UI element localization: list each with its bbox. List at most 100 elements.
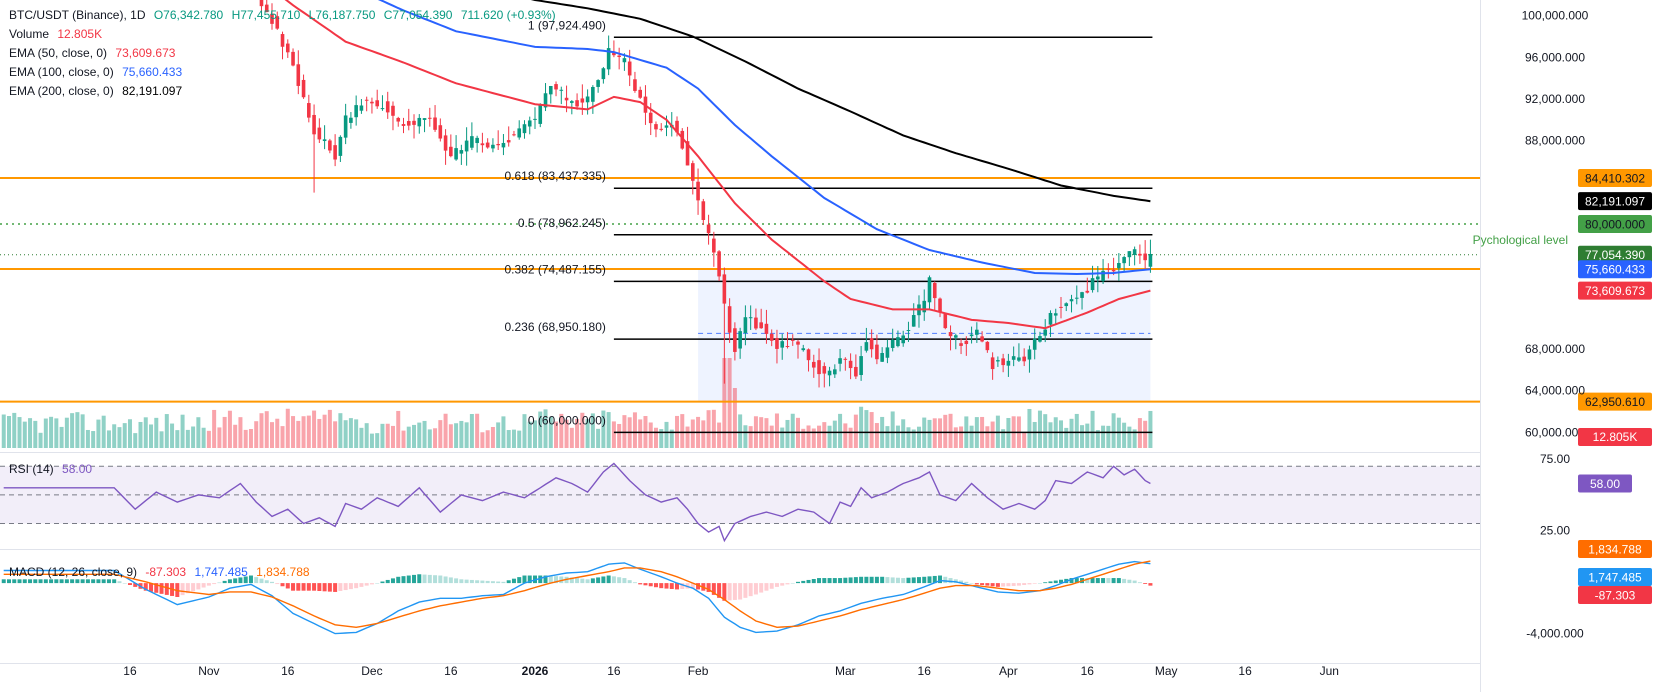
candle-body <box>675 120 679 133</box>
candle-body <box>943 313 948 329</box>
legend-ema50-row[interactable]: EMA (50, close, 0) 73,609.673 <box>9 45 180 61</box>
volume-bar <box>206 430 211 448</box>
volume-bar <box>506 430 511 448</box>
volume-bar <box>548 416 553 448</box>
candle-body <box>470 136 474 148</box>
volume-bar <box>175 430 180 448</box>
ema200-label: EMA (200, close, 0) <box>9 84 114 98</box>
macd-hist-bar <box>122 583 127 584</box>
volume-bar <box>869 412 874 448</box>
volume-bar <box>101 415 106 448</box>
volume-bar <box>811 428 816 448</box>
symbol-title[interactable]: BTC/USDT (Binance), 1D <box>9 8 146 22</box>
candle-body <box>527 120 532 127</box>
legend-ema100-row[interactable]: EMA (100, close, 0) 75,660.433 <box>9 64 187 80</box>
volume-bar <box>701 420 706 448</box>
macd-hist-bar <box>1106 578 1111 584</box>
candle-body <box>685 141 690 166</box>
volume-bar <box>212 409 217 448</box>
macd-hist-bar <box>780 583 785 586</box>
volume-bar <box>17 417 22 448</box>
macd-legend[interactable]: MACD (12, 26, close, 9) -87.303 1,747.48… <box>9 565 315 579</box>
macd-hist-bar <box>575 578 580 584</box>
volume-bar <box>722 358 727 448</box>
ema200-badge-text: 82,191.097 <box>1585 195 1645 209</box>
volume-bar <box>222 416 227 448</box>
macd-hist-bar <box>969 583 974 584</box>
macd-hist-bar <box>1043 582 1048 584</box>
volume-bar <box>511 429 516 448</box>
candle-body <box>1148 253 1153 267</box>
volume-bar <box>501 416 506 448</box>
candle-body <box>380 108 385 110</box>
macd-hist-bar <box>438 575 443 584</box>
macd-hist-bar <box>648 583 653 587</box>
macd-hist-bar <box>774 583 779 587</box>
volume-bar <box>291 416 296 448</box>
candle-body <box>1038 336 1042 342</box>
candle-body <box>1117 262 1121 269</box>
macd-hist-bar <box>490 581 495 584</box>
candle-body <box>712 238 716 253</box>
macd-hist-bar <box>838 578 843 584</box>
macd-hist-bar <box>974 583 979 585</box>
candle-body <box>1074 297 1079 299</box>
candle-body <box>596 80 600 87</box>
candle-body <box>585 96 590 103</box>
volume-bar <box>49 416 54 448</box>
volume-bar <box>306 415 311 448</box>
macd-hist-bar <box>596 577 601 584</box>
legend-volume-row[interactable]: Volume 12.805K <box>9 26 107 42</box>
price-axis-tick: 92,000.000 <box>1525 92 1585 106</box>
macd-hist-bar <box>264 580 269 584</box>
macd-hist-bar <box>212 583 217 585</box>
candle-body <box>785 345 790 347</box>
macd-hist-bar <box>96 579 101 584</box>
candle-body <box>696 181 700 201</box>
candle-body <box>706 224 711 234</box>
volume-bar <box>1048 422 1053 448</box>
candle-body <box>743 317 748 334</box>
time-axis-tick: Nov <box>198 664 219 678</box>
rsi-badge-text: 58.00 <box>1590 477 1620 491</box>
candle-body <box>733 328 737 352</box>
legend-ema200-row[interactable]: EMA (200, close, 0) 82,191.097 <box>9 83 187 99</box>
volume-bar <box>864 410 869 448</box>
volume-bar <box>385 423 390 448</box>
candle-body <box>948 332 953 337</box>
macd-hist-bar <box>17 579 22 584</box>
macd-hist-bar <box>1016 583 1021 586</box>
volume-bar <box>133 433 138 448</box>
macd-hist-bar <box>106 579 111 584</box>
volume-bar <box>622 415 627 448</box>
macd-hist-bar <box>911 577 916 584</box>
macd-hist-bar <box>390 578 395 584</box>
time-axis-tick: Mar <box>835 664 856 678</box>
volume-bar <box>959 426 964 448</box>
candle-body <box>322 139 327 142</box>
volume-bar <box>96 419 101 448</box>
ohlc-open: O76,342.780 <box>153 8 224 22</box>
macd-hist-bar <box>191 583 196 592</box>
volume-badge: 12.805K <box>1578 428 1652 446</box>
candle-body <box>801 348 806 351</box>
macd-hist-bar <box>54 579 59 584</box>
rsi-legend[interactable]: RSI (14) 58.00 <box>9 462 97 476</box>
macd-hist-bar <box>1090 578 1095 584</box>
rsi-line <box>3 462 1151 543</box>
volume-bar <box>43 418 48 448</box>
candle-body <box>454 148 458 160</box>
candle-body <box>996 360 1000 362</box>
macd-hist-bar <box>1022 583 1027 585</box>
macd-hist-bar <box>28 579 33 584</box>
candle-body <box>375 100 379 107</box>
candle-body <box>364 99 369 101</box>
volume-bar <box>1037 410 1042 448</box>
volume-bar <box>64 417 69 448</box>
candle-body <box>270 13 274 24</box>
rsi-axis-tick: 25.00 <box>1540 524 1570 538</box>
resistance-84410-badge-bg <box>1578 169 1652 188</box>
candle-body <box>612 51 616 56</box>
